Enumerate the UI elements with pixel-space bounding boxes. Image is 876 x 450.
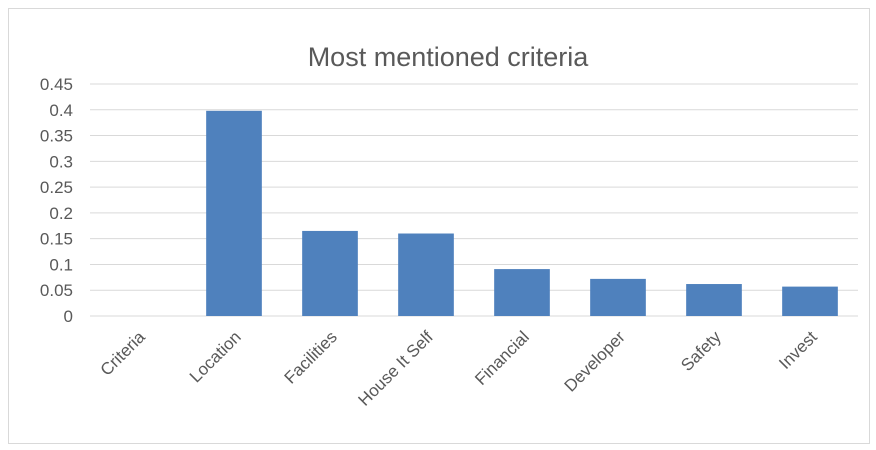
y-tick-label: 0.15 (40, 230, 73, 249)
bar-facilities (302, 230, 358, 316)
bar-location (206, 110, 262, 316)
y-tick-label: 0.1 (49, 255, 73, 274)
chart-container (8, 8, 870, 444)
gridlines (90, 83, 858, 317)
chart-title: Most mentioned criteria (308, 42, 590, 72)
bar-developer (590, 278, 646, 316)
x-tick-label: Criteria (97, 327, 150, 380)
bar-safety (686, 284, 742, 316)
x-tick-label: Financial (471, 327, 533, 389)
y-tick-label: 0.4 (49, 101, 73, 120)
bars (206, 110, 838, 316)
x-tick-label: Developer (561, 327, 629, 395)
bar-house-it-self (398, 233, 454, 316)
y-tick-label: 0.25 (40, 178, 73, 197)
bar-financial (494, 269, 550, 316)
x-tick-label: Safety (677, 327, 725, 375)
x-axis-tick-labels: Criteria Location Facilities House It Self F… (97, 327, 821, 410)
x-tick-label: Location (186, 327, 245, 386)
x-tick-label: Facilities (281, 327, 341, 387)
x-tick-label: House It Self (355, 327, 437, 409)
x-tick-label: Invest (775, 327, 821, 373)
y-tick-label: 0.45 (40, 75, 73, 94)
y-tick-label: 0.3 (49, 152, 73, 171)
y-tick-label: 0.2 (49, 204, 73, 223)
y-tick-label: 0 (64, 307, 73, 326)
y-tick-label: 0.05 (40, 281, 73, 300)
bar-invest (782, 286, 838, 316)
y-tick-label: 0.35 (40, 127, 73, 146)
y-axis-tick-labels: 0 0.05 0.1 0.15 0.2 0.25 0.3 0.35 0.4 0.45 (40, 75, 73, 326)
